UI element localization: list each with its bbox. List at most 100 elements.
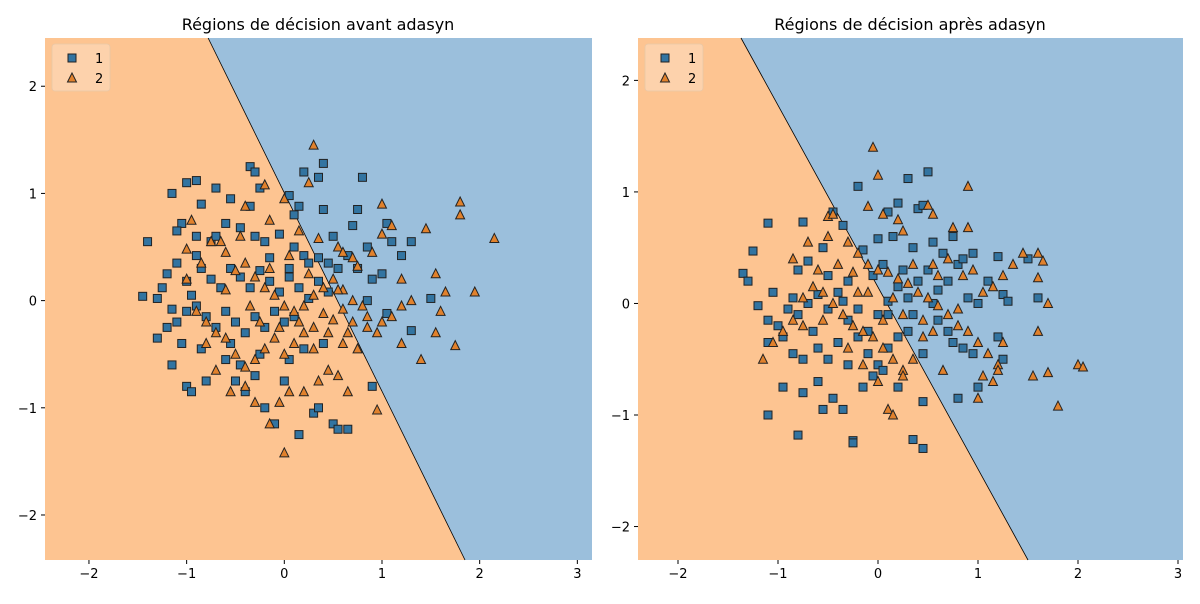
data-point-class-1: [888, 232, 898, 242]
data-point-class-2: [972, 336, 984, 347]
data-point-class-2: [807, 280, 819, 292]
data-point-class-1: [289, 242, 299, 252]
data-point-class-1: [853, 181, 863, 191]
data-point-class-1: [397, 251, 407, 261]
x-tick-label: 3: [573, 567, 581, 582]
data-point-class-2: [249, 396, 261, 407]
data-point-class-2: [917, 330, 929, 342]
data-point-class-2: [430, 267, 442, 279]
legend-label-class-2: 2: [688, 72, 696, 87]
data-point-class-1: [878, 365, 888, 375]
data-point-class-2: [817, 314, 829, 325]
data-point-class-2: [877, 314, 889, 325]
data-point-class-1: [245, 162, 255, 172]
data-point-class-2: [887, 408, 899, 420]
data-point-class-2: [239, 200, 251, 211]
data-point-class-2: [1042, 297, 1054, 308]
data-point-class-2: [897, 308, 909, 320]
data-point-class-1: [172, 226, 182, 236]
data-point-class-1: [743, 276, 753, 286]
data-point-class-2: [308, 321, 319, 332]
data-point-class-1: [406, 237, 416, 247]
data-point-class-1: [918, 443, 928, 453]
data-point-class-1: [908, 310, 918, 320]
data-point-class-1: [818, 243, 828, 253]
data-point-class-2: [230, 264, 241, 276]
data-point-class-1: [788, 293, 798, 303]
data-point-class-2: [210, 364, 222, 375]
data-point-class-1: [357, 172, 367, 182]
data-point-class-1: [813, 343, 823, 353]
legend-marker-class-2: [659, 71, 671, 83]
data-point-class-2: [867, 330, 879, 342]
data-point-class-2: [877, 341, 889, 353]
data-point-class-1: [206, 274, 216, 284]
x-tick-label: 0: [874, 567, 882, 582]
data-point-class-2: [827, 297, 839, 308]
data-point-class-2: [1007, 258, 1019, 269]
data-point-class-2: [927, 325, 939, 336]
x-tick-label: 2: [1074, 567, 1082, 582]
data-point-class-2: [293, 315, 305, 327]
data-point-class-2: [892, 213, 904, 225]
data-point-class-1: [201, 376, 211, 386]
legend-box: [51, 43, 111, 92]
data-point-class-1: [923, 265, 933, 275]
data-point-class-1: [863, 349, 873, 359]
data-point-class-2: [303, 176, 315, 188]
data-point-class-1: [903, 326, 913, 336]
data-point-class-2: [264, 262, 275, 273]
data-point-class-1: [788, 349, 798, 359]
data-point-class-1: [843, 276, 853, 286]
data-point-class-2: [279, 348, 290, 359]
data-point-class-2: [396, 273, 407, 284]
data-point-class-1: [883, 310, 893, 320]
data-point-class-2: [872, 169, 884, 180]
data-point-class-1: [873, 310, 883, 320]
data-point-class-2: [837, 308, 849, 320]
data-point-class-2: [308, 139, 319, 150]
data-point-class-2: [897, 224, 909, 236]
data-point-class-1: [798, 354, 808, 364]
data-point-class-2: [347, 294, 358, 306]
data-point-class-2: [862, 258, 874, 269]
data-point-class-2: [449, 339, 461, 351]
data-point-class-2: [757, 353, 769, 364]
data-point-class-2: [777, 325, 789, 336]
data-point-class-2: [318, 281, 329, 293]
data-point-class-1: [893, 332, 903, 342]
x-tick-label: 0: [280, 567, 288, 582]
data-point-class-1: [868, 371, 878, 381]
data-point-class-1: [828, 393, 838, 403]
data-point-class-1: [813, 377, 823, 387]
data-point-class-2: [454, 208, 466, 220]
data-point-class-1: [748, 246, 758, 256]
data-point-class-2: [322, 326, 334, 338]
x-tick-label: −2: [79, 567, 98, 582]
data-point-class-1: [843, 360, 853, 370]
data-point-class-2: [1032, 325, 1044, 336]
data-point-class-2: [787, 252, 799, 264]
data-point-class-1: [284, 272, 294, 282]
data-point-class-2: [852, 247, 864, 258]
data-point-class-2: [205, 235, 217, 247]
data-point-class-2: [430, 326, 442, 338]
data-point-class-2: [440, 285, 451, 297]
data-point-class-2: [298, 385, 310, 397]
data-point-class-1: [177, 218, 187, 228]
data-point-class-2: [327, 313, 339, 325]
data-point-class-2: [927, 258, 939, 269]
chart-title: Régions de décision après adasyn: [774, 15, 1045, 34]
data-point-class-1: [993, 332, 1003, 342]
data-point-class-1: [933, 315, 943, 325]
subplot-right: Régions de décision après adasyn −2 −1 0 1 2…: [611, 15, 1183, 582]
data-point-class-2: [852, 286, 864, 297]
data-point-class-1: [191, 251, 201, 261]
data-point-class-1: [260, 237, 270, 247]
data-point-class-2: [313, 374, 324, 386]
data-point-class-2: [912, 286, 924, 297]
data-point-class-2: [279, 299, 290, 311]
data-point-class-1: [289, 210, 299, 220]
data-point-class-1: [958, 343, 968, 353]
data-point-class-2: [952, 302, 964, 314]
